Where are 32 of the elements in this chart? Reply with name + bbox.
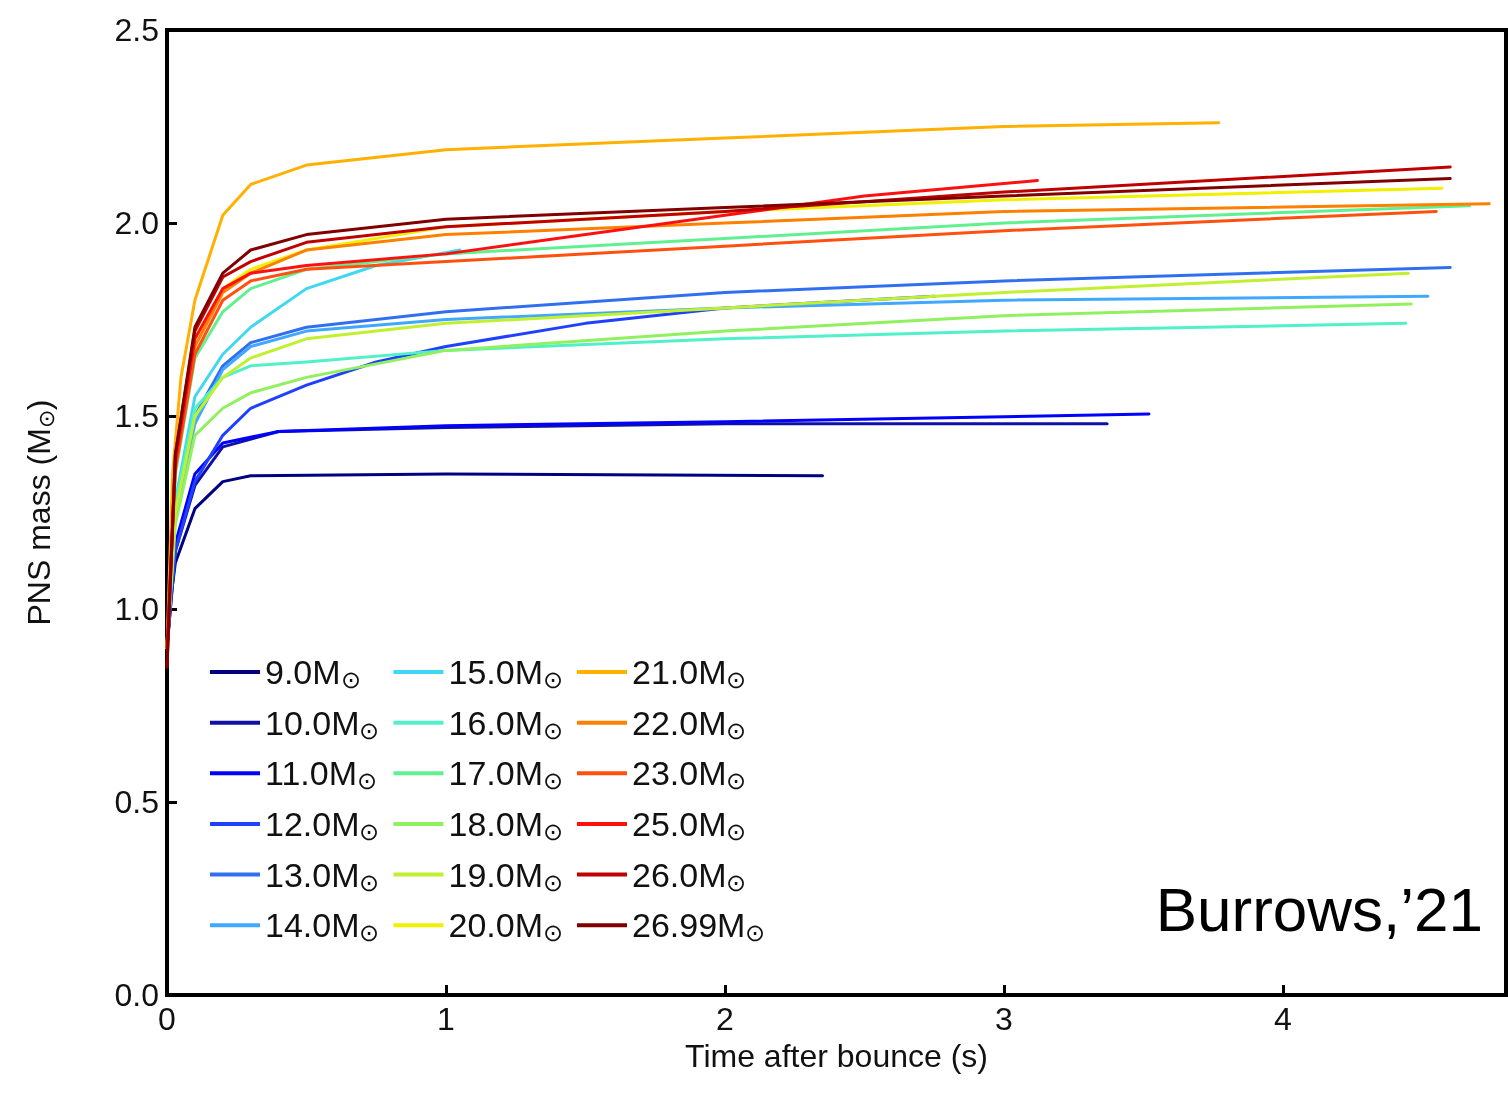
legend-label: 20.0M⊙ [448,906,563,947]
y-tick-label: 2.5 [114,12,159,48]
legend-label: 9.0M⊙ [265,653,361,694]
legend-label: 19.0M⊙ [448,855,563,896]
legend-label: 16.0M⊙ [448,703,563,744]
legend-label: 12.0M⊙ [265,804,380,846]
legend-label: 26.99M⊙ [631,906,766,947]
legend-label: 17.0M⊙ [448,754,563,795]
x-tick-label: 2 [716,1001,734,1037]
legend-label: 10.0M⊙ [265,703,380,744]
legend-label: 15.0M⊙ [448,653,563,694]
y-tick-label: 2.0 [114,205,159,241]
legend-label: 23.0M⊙ [631,754,747,795]
legend-label: 14.0M⊙ [265,906,380,947]
y-tick-label: 1.5 [114,398,159,434]
legend-label: 13.0M⊙ [265,855,380,896]
x-tick-label: 0 [158,1001,176,1037]
legend-label: 25.0M⊙ [631,804,747,846]
legend-label: 18.0M⊙ [448,804,563,846]
y-axis-title: PNS mass (M⊙) [20,399,59,626]
x-tick-label: 4 [1273,1001,1292,1037]
x-axis-title: Time after bounce (s) [685,1037,988,1074]
legend-label: 21.0M⊙ [631,653,747,694]
legend-label: 11.0M⊙ [265,754,377,795]
y-tick-label: 0.5 [114,784,159,820]
annotation: Burrows,’21 [1155,874,1484,944]
y-tick-label: 0.0 [114,977,159,1013]
y-tick-label: 1.0 [114,591,159,627]
legend-label: 22.0M⊙ [631,703,747,744]
x-tick-label: 3 [994,1001,1013,1037]
legend-label: 26.0M⊙ [631,855,747,896]
x-tick-label: 1 [437,1001,455,1037]
